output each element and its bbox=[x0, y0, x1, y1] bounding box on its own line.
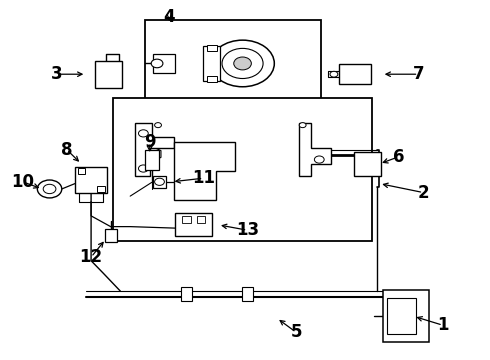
Bar bbox=[387, 298, 416, 334]
Polygon shape bbox=[174, 142, 235, 200]
Bar bbox=[181, 287, 192, 301]
Circle shape bbox=[315, 156, 324, 163]
Bar bbox=[77, 168, 85, 174]
Text: 8: 8 bbox=[61, 140, 73, 158]
Text: 1: 1 bbox=[437, 316, 449, 334]
Text: 10: 10 bbox=[11, 173, 34, 191]
Bar bbox=[242, 287, 253, 301]
Bar bbox=[354, 152, 381, 176]
Text: 2: 2 bbox=[417, 184, 429, 202]
Bar bbox=[203, 45, 220, 81]
Bar bbox=[153, 176, 166, 188]
Polygon shape bbox=[299, 123, 331, 176]
Bar bbox=[145, 21, 321, 101]
Text: 6: 6 bbox=[393, 148, 405, 166]
Bar bbox=[95, 61, 122, 87]
Circle shape bbox=[155, 123, 161, 128]
Circle shape bbox=[155, 178, 164, 185]
Bar bbox=[145, 150, 159, 170]
Bar bbox=[182, 216, 191, 223]
Text: 3: 3 bbox=[51, 65, 63, 83]
Bar bbox=[75, 167, 107, 193]
Circle shape bbox=[211, 40, 274, 87]
Text: 13: 13 bbox=[236, 221, 259, 239]
Circle shape bbox=[139, 130, 148, 137]
Circle shape bbox=[43, 184, 56, 194]
Polygon shape bbox=[135, 123, 174, 176]
Text: 11: 11 bbox=[192, 169, 215, 187]
Bar bbox=[97, 186, 104, 192]
Circle shape bbox=[139, 165, 148, 172]
Text: 7: 7 bbox=[413, 65, 424, 83]
Bar bbox=[207, 45, 217, 51]
Text: 9: 9 bbox=[144, 133, 155, 151]
Circle shape bbox=[330, 71, 338, 77]
Bar bbox=[175, 213, 212, 237]
Text: 4: 4 bbox=[164, 8, 175, 26]
Bar bbox=[196, 216, 205, 223]
Bar bbox=[339, 64, 371, 84]
Bar bbox=[153, 54, 175, 73]
Bar bbox=[383, 290, 429, 342]
Text: 12: 12 bbox=[79, 248, 102, 266]
Bar bbox=[207, 76, 217, 82]
Bar bbox=[113, 98, 372, 241]
Circle shape bbox=[234, 57, 251, 70]
Bar bbox=[104, 229, 117, 242]
Circle shape bbox=[222, 48, 263, 78]
Circle shape bbox=[299, 123, 306, 128]
Circle shape bbox=[37, 180, 62, 198]
Circle shape bbox=[151, 59, 163, 68]
Text: 5: 5 bbox=[291, 323, 302, 341]
